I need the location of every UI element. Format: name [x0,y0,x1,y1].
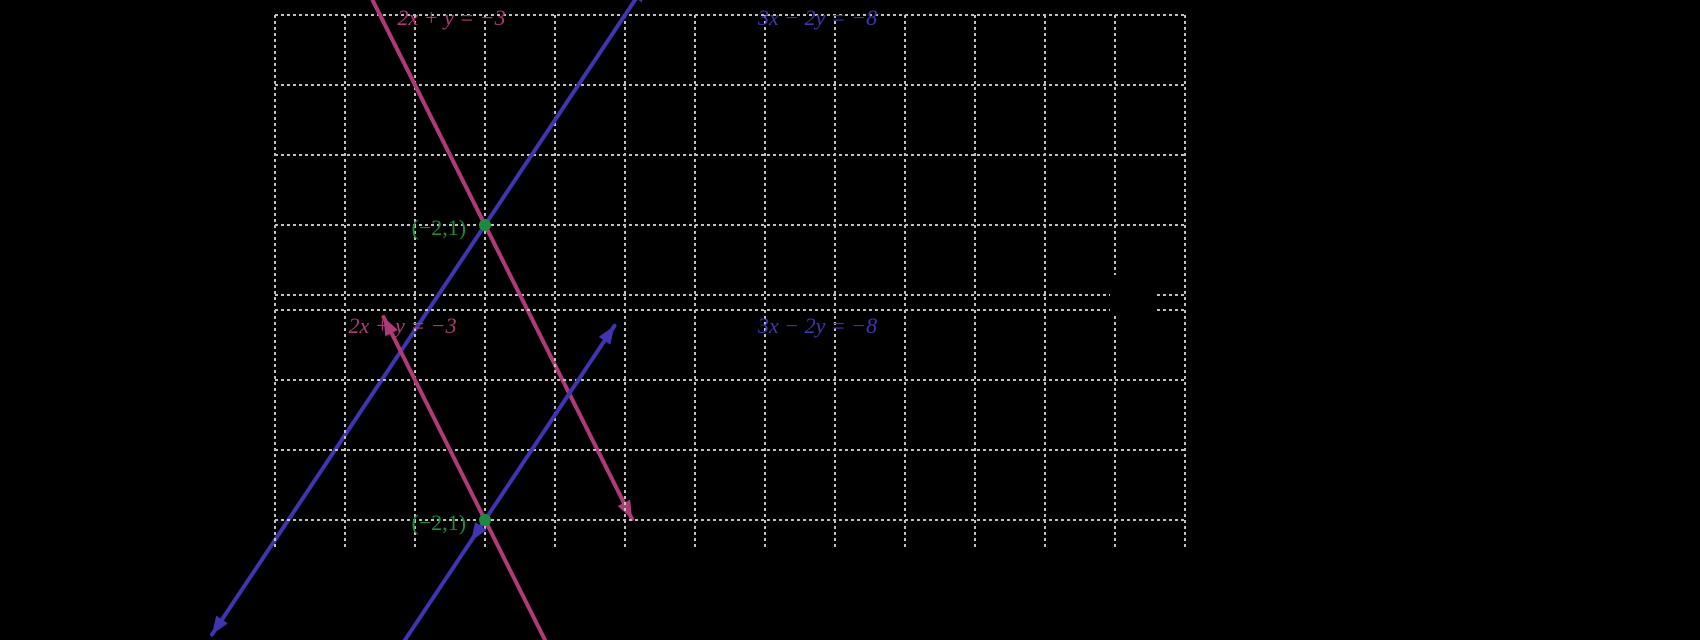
intersection-label-bottom: (−2,1) [412,510,467,536]
equation-label-below-top-eq1: 2x + y = −3 [349,313,457,339]
equation-label-top-line1: 2x + y = −3 [398,5,506,31]
axis-end-box [1110,275,1155,315]
equation-label-below-top-eq2: 3x − 2y = −8 [758,313,877,339]
equation-label-top-line2: 3x − 2y = −8 [758,5,877,31]
intersection-label-top: (−2,1) [412,215,467,241]
intersection-point-top [479,219,491,231]
intersection-point-bottom [479,514,491,526]
